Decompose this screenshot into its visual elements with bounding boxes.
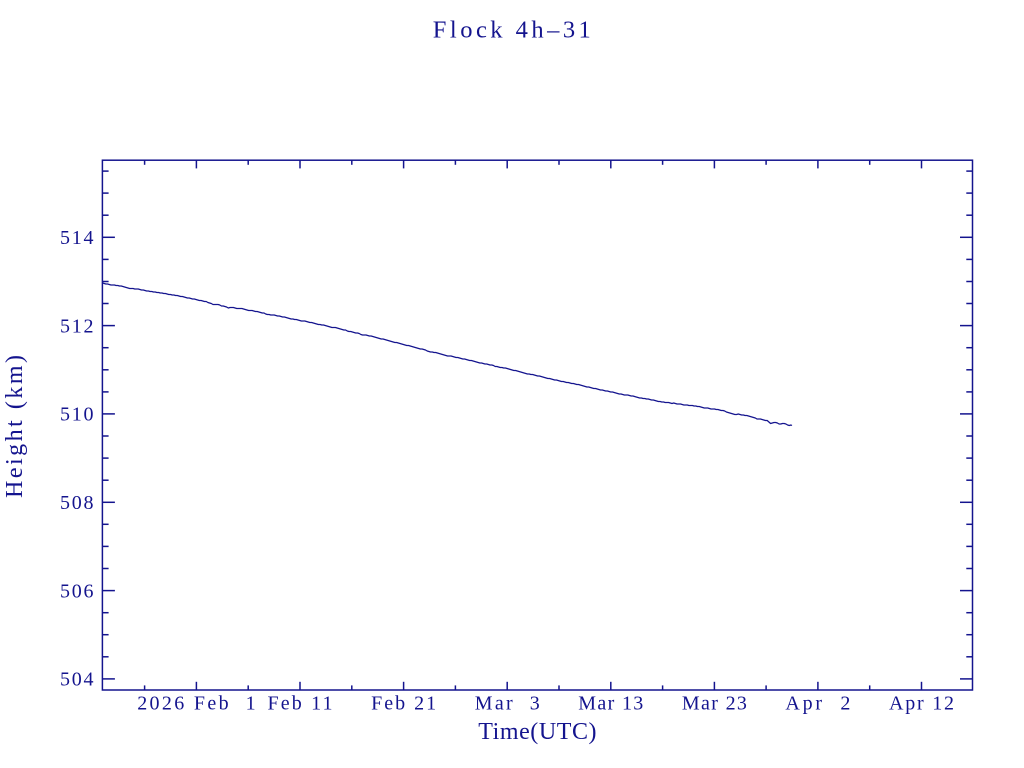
svg-text:Height (km): Height (km) bbox=[2, 355, 28, 498]
svg-text:Apr 12: Apr 12 bbox=[889, 693, 954, 715]
svg-text:Time(UTC): Time(UTC) bbox=[478, 719, 596, 745]
svg-text:Feb 11: Feb 11 bbox=[268, 693, 333, 715]
svg-text:510: 510 bbox=[60, 404, 94, 426]
svg-text:506: 506 bbox=[60, 580, 94, 602]
svg-text:Mar 3: Mar 3 bbox=[475, 693, 540, 715]
svg-text:Mar 23: Mar 23 bbox=[682, 693, 747, 715]
svg-text:Feb 21: Feb 21 bbox=[371, 693, 436, 715]
svg-text:514: 514 bbox=[60, 227, 94, 249]
svg-text:Apr 2: Apr 2 bbox=[785, 693, 850, 715]
svg-text:Mar 13: Mar 13 bbox=[578, 693, 643, 715]
svg-text:512: 512 bbox=[60, 315, 94, 337]
svg-text:2026 Feb 1: 2026 Feb 1 bbox=[137, 693, 255, 715]
svg-text:504: 504 bbox=[60, 669, 94, 691]
svg-text:508: 508 bbox=[60, 492, 94, 514]
svg-text:Flock 4h–31: Flock 4h–31 bbox=[433, 16, 591, 43]
